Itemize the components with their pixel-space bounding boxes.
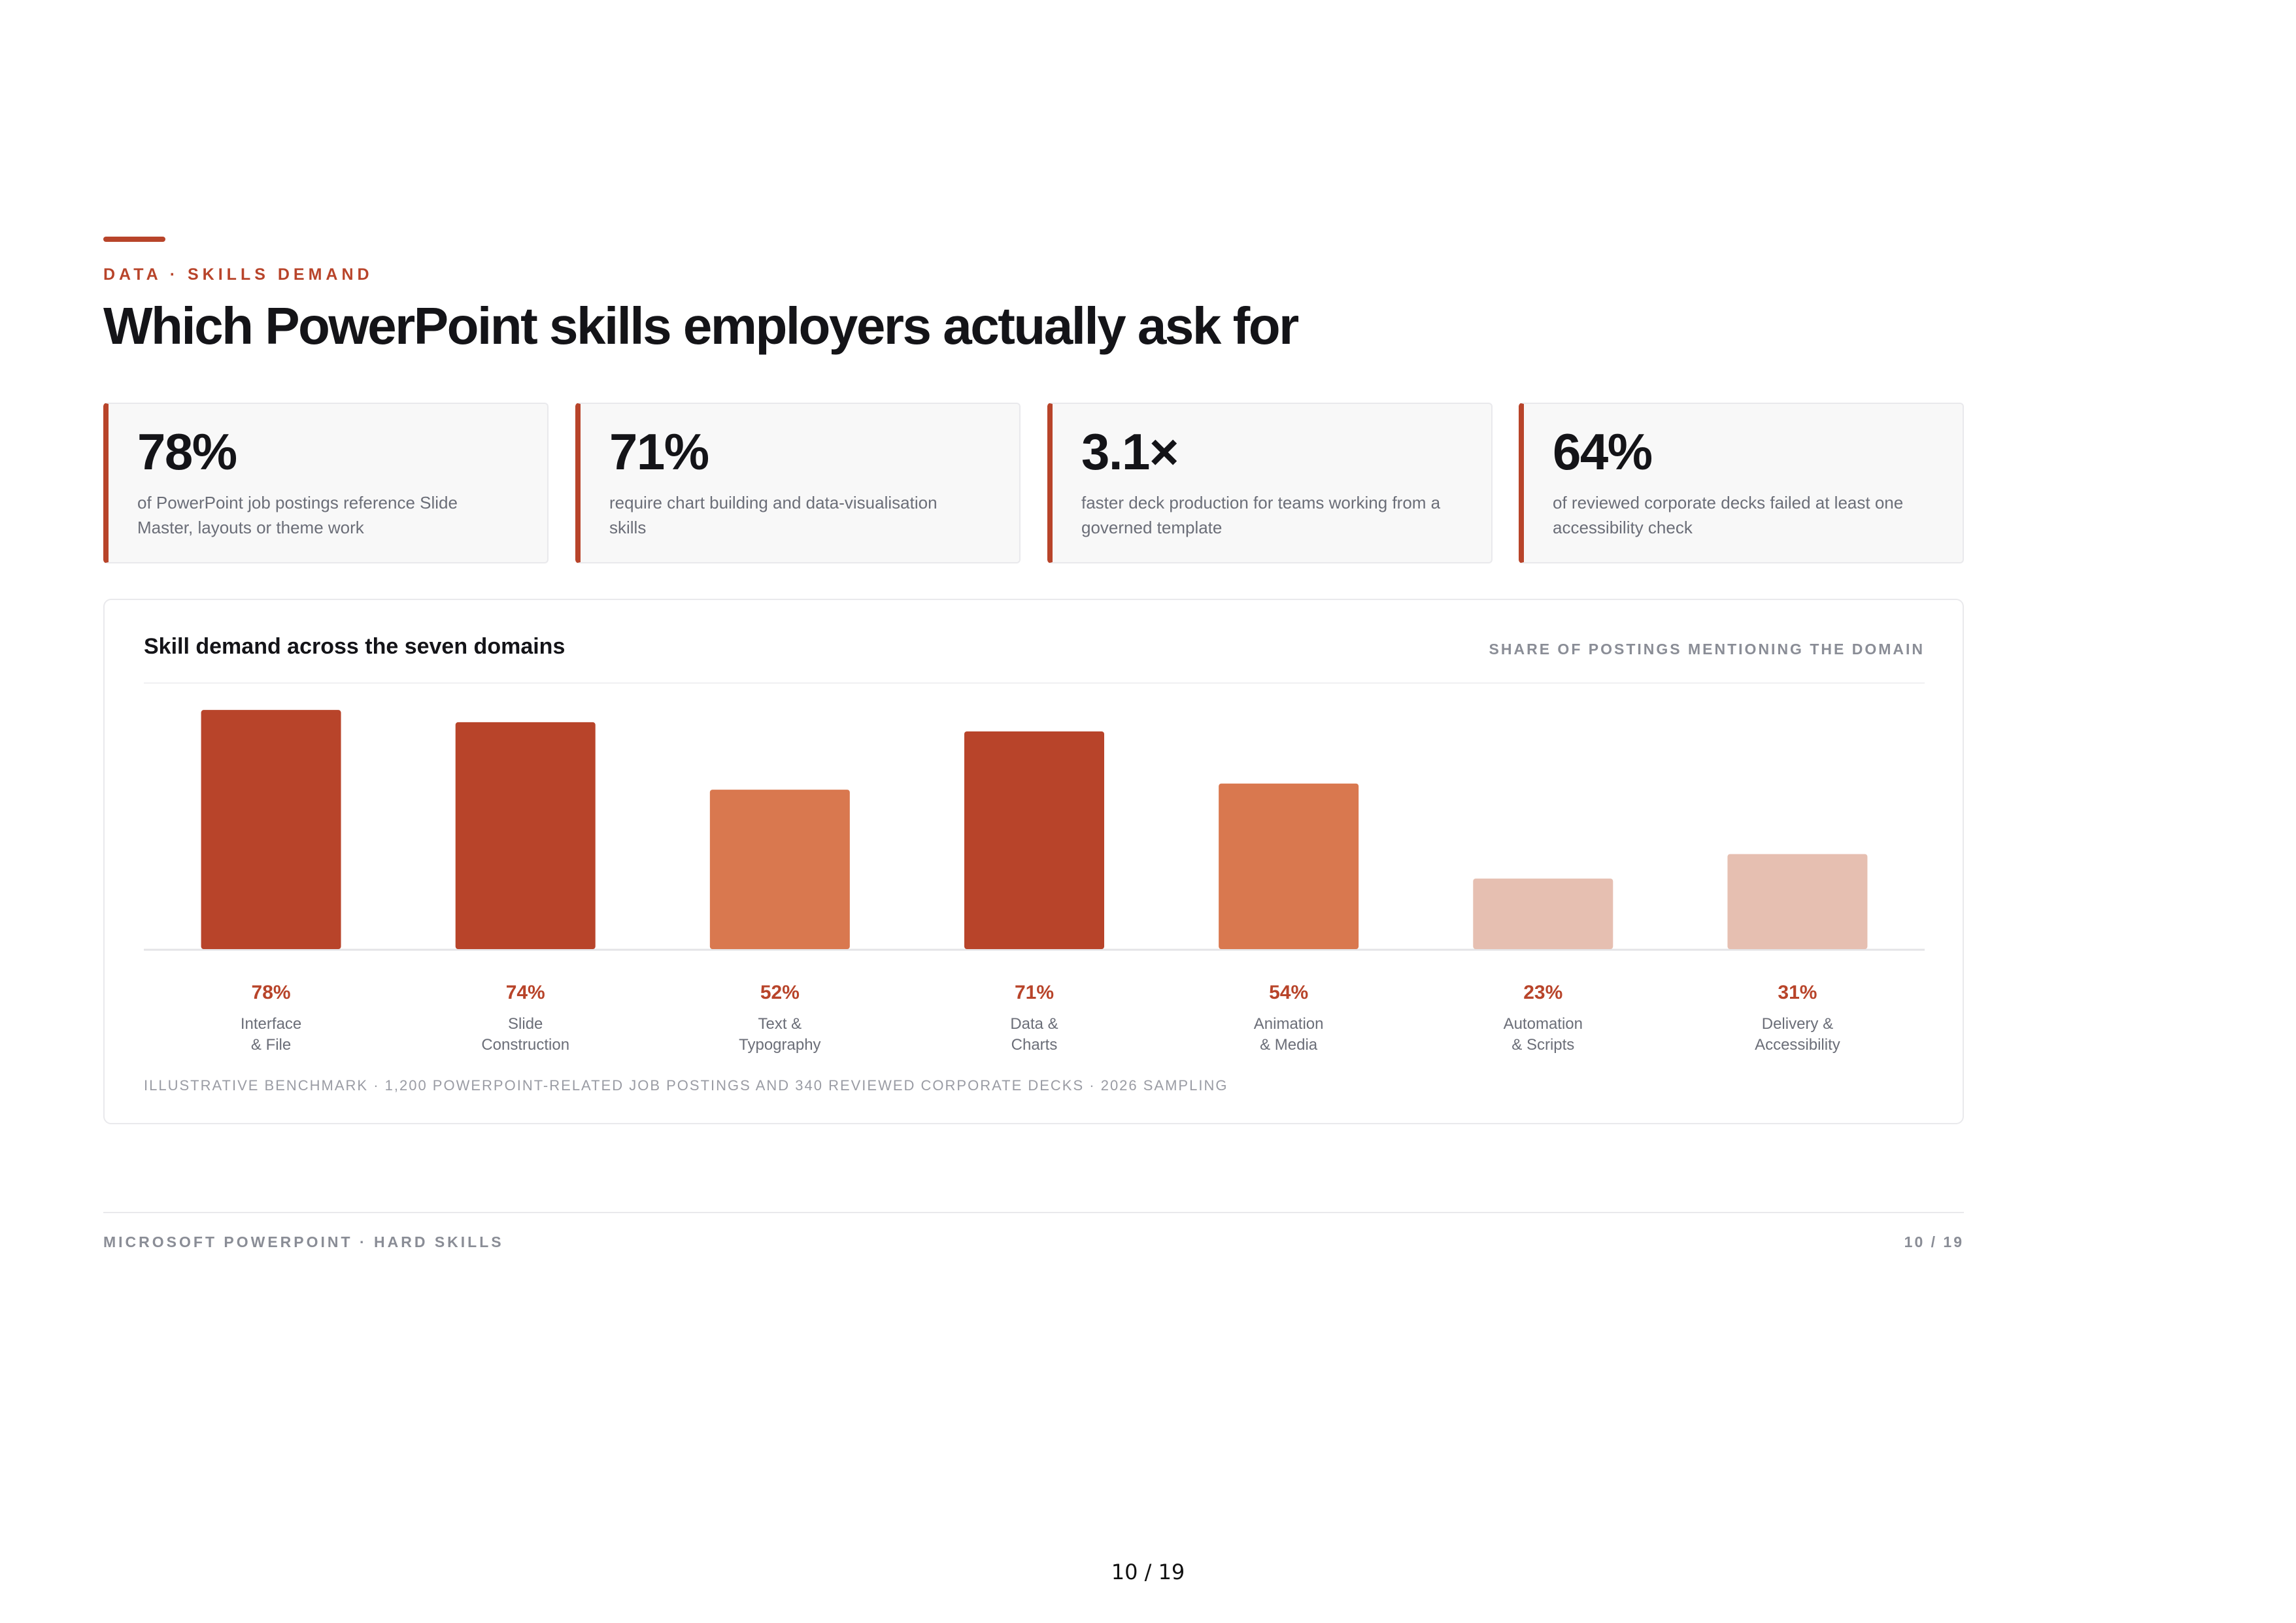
- category-label: Animation: [1254, 1015, 1324, 1033]
- category-label: & File: [251, 1036, 291, 1054]
- category-label: Construction: [481, 1036, 569, 1054]
- chart-subtitle: SHARE OF POSTINGS MENTIONING THE DOMAIN: [1489, 641, 1925, 658]
- category-label: Accessibility: [1755, 1036, 1840, 1054]
- stat-description: require chart building and data-visualis…: [609, 493, 937, 537]
- bar-value-label: 74%: [506, 982, 545, 1003]
- category-label: Text &: [758, 1015, 802, 1033]
- bar-value-label: 23%: [1523, 982, 1562, 1003]
- stat-description: faster deck production for teams working…: [1081, 493, 1441, 537]
- bar: [201, 710, 341, 949]
- bar: [455, 722, 596, 949]
- footer-label: MICROSOFT POWERPOINT · HARD SKILLS: [103, 1233, 504, 1250]
- bar-value-label: 52%: [760, 982, 800, 1003]
- slide: DATA · SKILLS DEMAND Which PowerPoint sk…: [103, 237, 1964, 1250]
- bar: [1473, 878, 1613, 949]
- stat-cards: 78% of PowerPoint job postings reference…: [103, 403, 1964, 565]
- stat-value: 78%: [137, 423, 237, 480]
- category-label: & Media: [1260, 1036, 1318, 1054]
- accent-rule: [103, 237, 165, 242]
- stat-card: 78% of PowerPoint job postings reference…: [103, 403, 549, 563]
- stat-description: of PowerPoint job postings reference Sli…: [137, 493, 458, 537]
- category-label: Automation: [1504, 1015, 1583, 1033]
- chart-divider: [144, 682, 1925, 684]
- category-label: & Scripts: [1511, 1036, 1574, 1054]
- section-eyebrow: DATA · SKILLS DEMAND: [103, 265, 373, 284]
- bar: [964, 731, 1104, 949]
- bar-value-label: 78%: [252, 982, 291, 1003]
- footer-page-indicator: 10 / 19: [1904, 1233, 1964, 1250]
- page-number: 10 / 19: [1111, 1560, 1185, 1584]
- chart-panel: 78% Interface & File 74% Slide Construction 52…: [103, 599, 1964, 1124]
- stat-card: 3.1× faster deck production for teams wo…: [1047, 403, 1493, 563]
- bar-value-label: 71%: [1015, 982, 1054, 1003]
- chart-title: Skill demand across the seven domains: [144, 634, 566, 659]
- category-label: Slide: [508, 1015, 543, 1033]
- category-label: Delivery &: [1762, 1015, 1833, 1033]
- bar-chart: 78% Interface & File 74% Slide Construction 52…: [144, 710, 1925, 1054]
- stat-card: 71% require chart building and data-visu…: [575, 403, 1021, 563]
- category-label: Interface: [241, 1015, 301, 1033]
- stat-value: 64%: [1553, 423, 1653, 480]
- chart-footnote: ILLUSTRATIVE BENCHMARK · 1,200 POWERPOIN…: [144, 1077, 1228, 1094]
- category-label: Charts: [1011, 1036, 1058, 1054]
- stat-value: 3.1×: [1081, 423, 1179, 480]
- stat-description: of reviewed corporate decks failed at le…: [1553, 493, 1904, 537]
- bar-value-label: 31%: [1778, 982, 1817, 1003]
- footer-divider: [103, 1212, 1964, 1213]
- page-title: Which PowerPoint skills employers actual…: [103, 297, 1299, 355]
- stat-card: 64% of reviewed corporate decks failed a…: [1519, 403, 1964, 563]
- category-label: Typography: [739, 1036, 820, 1054]
- bar-value-label: 54%: [1269, 982, 1308, 1003]
- bar: [1727, 854, 1868, 949]
- bar: [1219, 783, 1359, 949]
- bar: [709, 790, 850, 949]
- stat-value: 71%: [609, 423, 709, 480]
- category-label: Data &: [1010, 1015, 1058, 1033]
